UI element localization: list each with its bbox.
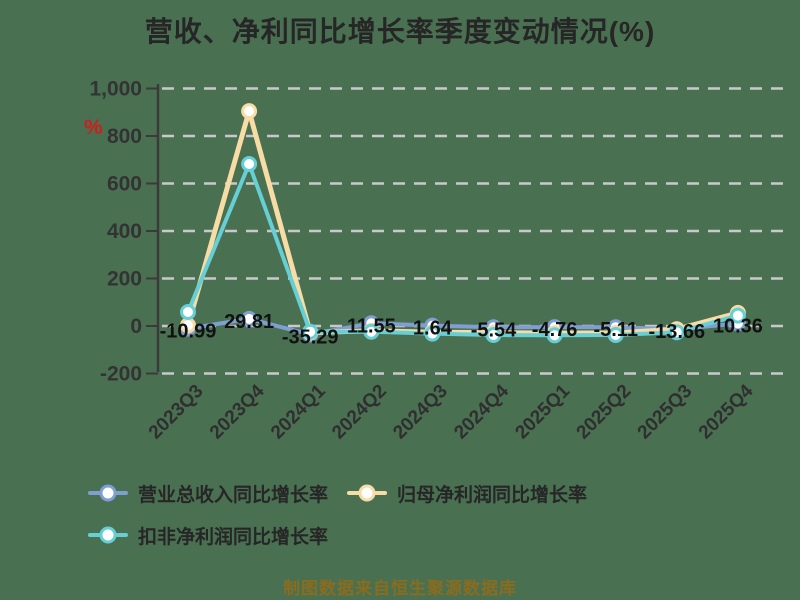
y-axis-tick-label: 200 [107, 268, 142, 291]
data-label: -10.99 [160, 321, 217, 343]
non-gaap-net-profit-growth-marker [668, 324, 685, 341]
data-label: 11.55 [347, 315, 396, 337]
data-label: -5.54 [471, 319, 517, 341]
revenue-growth-marker [241, 310, 258, 327]
data-label: -5.11 [593, 319, 637, 341]
net-profit-growth-marker [241, 103, 258, 120]
y-axis-tick-label: 400 [107, 220, 142, 243]
legend-item-non-gaap-net-profit-growth: 扣非净利润同比增长率 [88, 523, 329, 548]
legend-label: 扣非净利润同比增长率 [138, 526, 329, 548]
y-axis-tick-label: 0 [130, 315, 142, 338]
legend-line-marker-net-profit-growth [347, 484, 387, 502]
non-gaap-net-profit-growth-marker [363, 323, 380, 340]
non-gaap-net-profit-growth-marker [302, 323, 319, 340]
data-label: 10.36 [713, 316, 763, 338]
y-axis-unit-label: % [84, 116, 103, 139]
legend-item-revenue-growth: 营业总收入同比增长率 [88, 481, 329, 506]
source-note: 制图数据来自恒生聚源数据库 [283, 579, 517, 598]
y-axis-tick-label: -200 [100, 363, 142, 386]
data-label: -13.66 [648, 321, 705, 343]
non-gaap-net-profit-growth-marker [485, 327, 502, 343]
revenue-growth-line [186, 316, 740, 337]
data-label: 1.64 [413, 318, 453, 340]
y-axis-tick-label: 600 [107, 173, 142, 196]
legend-line-marker-revenue-growth [88, 484, 128, 502]
data-label: 29.81 [224, 311, 274, 333]
non-gaap-net-profit-growth-marker [241, 156, 258, 172]
y-axis-tick-label: 1,000 [89, 78, 142, 101]
non-gaap-net-profit-growth-marker [546, 327, 563, 344]
legend-ring-icon [99, 484, 117, 502]
legend-label: 营业总收入同比增长率 [138, 484, 329, 506]
non-gaap-net-profit-growth-line [186, 162, 740, 338]
legend-line-marker-non-gaap-net-profit-growth [88, 526, 128, 544]
data-label: -4.76 [532, 319, 578, 341]
chart-title: 营收、净利同比增长率季度变动情况(%) [144, 16, 656, 47]
non-gaap-net-profit-growth-marker [729, 307, 746, 324]
legend-ring-icon [99, 526, 117, 544]
non-gaap-net-profit-growth-marker [424, 325, 441, 342]
non-gaap-net-profit-growth-marker [607, 327, 624, 343]
data-label: -35.29 [282, 326, 339, 348]
legend-item-net-profit-growth: 归母净利润同比增长率 [347, 481, 588, 506]
non-gaap-net-profit-growth-marker [180, 304, 196, 320]
y-axis-tick-label: 800 [107, 125, 142, 148]
legend-ring-icon [358, 484, 376, 502]
legend-label: 归母净利润同比增长率 [397, 484, 588, 506]
